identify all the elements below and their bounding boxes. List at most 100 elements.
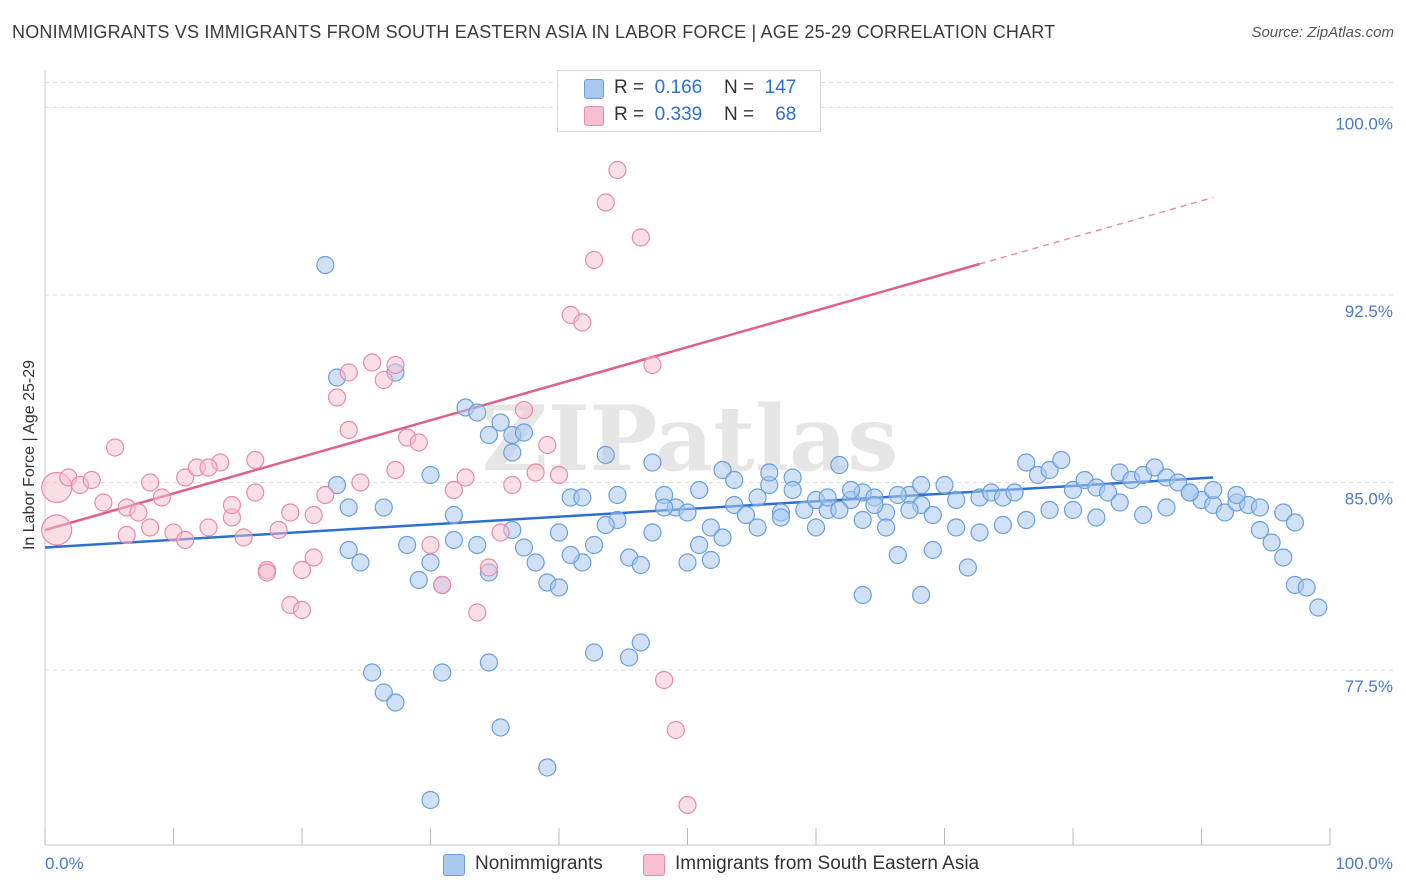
data-point-nonimmigrants [1169,473,1188,492]
data-point-immigrants [526,463,545,482]
data-point-immigrants [257,563,277,582]
y-axis-label: In Labor Force | Age 25-29 [21,360,38,550]
legend-swatch-blue [443,854,465,876]
data-point-immigrants [176,468,195,487]
series-immigrants-se-asia [41,98,709,815]
data-point-nonimmigrants [421,465,440,485]
legend-n-value: 68 [775,104,797,125]
data-point-nonimmigrants [362,663,382,682]
data-point-immigrants [433,575,452,595]
data-point-nonimmigrants [900,500,919,520]
data-point-immigrants [409,433,428,452]
data-point-immigrants [152,488,171,507]
data-point-nonimmigrants [830,455,849,475]
data-point-nonimmigrants [374,683,393,702]
data-point-nonimmigrants [876,518,896,537]
legend-label: Nonimmigrants [475,853,603,874]
data-point-nonimmigrants [771,508,791,527]
data-point-nonimmigrants [655,498,674,517]
data-point-nonimmigrants [748,518,767,537]
data-point-nonimmigrants [374,498,393,517]
data-point-immigrants [105,438,125,457]
data-point-immigrants [421,535,440,555]
data-point-immigrants [304,505,323,525]
data-point-nonimmigrants [923,505,942,525]
data-point-immigrants [351,473,370,492]
data-point-nonimmigrants [1052,450,1071,470]
data-point-nonimmigrants [1017,510,1036,530]
series-legend: Nonimmigrants Immigrants from South East… [0,850,1406,880]
data-point-nonimmigrants [549,523,569,542]
legend-n-label: N = [724,77,755,98]
legend-swatch-pink [584,106,604,126]
data-point-nonimmigrants [947,490,966,510]
data-point-nonimmigrants [339,498,358,517]
data-point-nonimmigrants [433,663,452,682]
data-point-immigrants [141,473,160,492]
trend-lines [44,196,1214,549]
data-point-nonimmigrants [713,528,732,547]
source-label: Source: ZipAtlas.com [1251,24,1394,41]
data-point-nonimmigrants [351,553,370,572]
data-point-nonimmigrants [491,718,510,737]
data-point-nonimmigrants [1005,483,1024,502]
trend-line-immigrants [44,262,980,532]
data-point-immigrants [631,228,650,247]
data-point-nonimmigrants [1204,480,1223,500]
data-point-nonimmigrants [526,553,545,572]
data-point-nonimmigrants [1227,485,1246,505]
data-point-nonimmigrants [1110,493,1129,512]
data-point-immigrants [584,250,604,270]
data-point-nonimmigrants [584,643,604,662]
data-point-immigrants [666,720,685,740]
data-point-nonimmigrants [503,443,522,462]
data-point-nonimmigrants [1145,458,1164,477]
data-point-immigrants [339,363,358,382]
data-point-nonimmigrants [725,495,744,515]
data-point-nonimmigrants [690,535,709,555]
data-point-immigrants [573,313,592,332]
y-tick-label: 92.5% [1345,302,1393,321]
data-point-nonimmigrants [584,535,604,555]
data-point-immigrants [479,558,499,577]
data-point-nonimmigrants [386,693,405,712]
data-point-nonimmigrants [643,523,662,542]
data-point-nonimmigrants [958,558,977,577]
data-point-immigrants [246,483,265,502]
data-point-nonimmigrants [596,445,615,465]
data-point-nonimmigrants [795,500,814,520]
data-point-nonimmigrants [479,653,499,672]
data-point-immigrants [292,560,312,580]
data-point-immigrants [129,503,148,522]
trend-line-immigrants-extrapolated [979,196,1214,265]
data-point-nonimmigrants [409,570,428,590]
data-point-nonimmigrants [1285,513,1305,532]
data-point-nonimmigrants [608,485,627,505]
grid-lines [45,82,1395,671]
data-point-nonimmigrants [678,503,697,522]
data-point-nonimmigrants [468,535,487,555]
data-point-nonimmigrants [912,475,931,495]
data-point-nonimmigrants [748,488,767,507]
data-point-immigrants [269,520,288,540]
data-point-immigrants [316,485,335,505]
data-point-nonimmigrants [619,648,639,667]
legend-n-label: N = [724,104,755,125]
data-point-nonimmigrants [1180,483,1199,502]
y-tick-label: 85.0% [1345,490,1393,509]
data-point-nonimmigrants [444,505,463,525]
legend-r-value: 0.166 [654,77,703,98]
data-point-immigrants [117,525,136,545]
legend-r-label: R = [614,77,645,98]
data-point-nonimmigrants [491,413,510,432]
data-point-nonimmigrants [1098,483,1118,502]
data-point-nonimmigrants [479,425,499,445]
data-point-nonimmigrants [865,495,884,515]
data-point-nonimmigrants [1133,505,1153,525]
x-tick-label: 0.0% [45,854,84,873]
chart-title: NONIMMIGRANTS VS IMMIGRANTS FROM SOUTH E… [12,22,1056,42]
data-point-immigrants [386,460,405,480]
data-point-nonimmigrants [573,488,592,507]
legend-swatch-blue [584,79,604,99]
data-point-immigrants [596,193,615,212]
